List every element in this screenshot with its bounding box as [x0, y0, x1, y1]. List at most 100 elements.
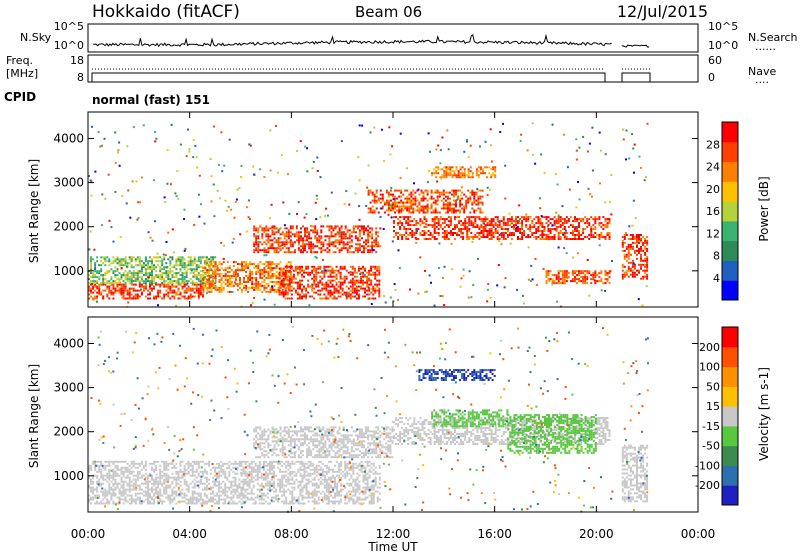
heatmap-cell [134, 480, 137, 483]
heatmap-cell [149, 256, 151, 259]
heatmap-cell [263, 176, 266, 178]
heatmap-cell [114, 502, 117, 505]
heatmap-cell [330, 231, 333, 234]
heatmap-cell [126, 470, 129, 473]
heatmap-cell [118, 164, 121, 167]
heatmap-cell [92, 496, 95, 499]
heatmap-cell [151, 268, 153, 271]
heatmap-cell [316, 233, 319, 236]
heatmap-cell [155, 486, 158, 489]
heatmap-cell [255, 243, 258, 246]
heatmap-cell [300, 231, 302, 234]
heatmap-cell [296, 213, 298, 215]
heatmap-cell [604, 238, 607, 240]
heatmap-cell [578, 198, 581, 201]
colorbar-segment [722, 280, 738, 301]
heatmap-cell [395, 232, 397, 234]
heatmap-cell [515, 226, 518, 229]
heatmap-cell [267, 261, 270, 264]
heatmap-cell [118, 488, 121, 491]
heatmap-cell [369, 209, 372, 212]
heatmap-cell [513, 228, 515, 230]
heatmap-cell [422, 205, 425, 208]
heatmap-cell [227, 205, 230, 208]
heatmap-cell [508, 220, 511, 223]
heatmap-cell [195, 278, 198, 281]
heatmap-cell [236, 275, 239, 277]
heatmap-cell [398, 211, 401, 214]
heatmap-cell [147, 494, 149, 497]
heatmap-cell [396, 201, 399, 204]
heatmap-cell [157, 274, 160, 277]
heatmap-cell [253, 227, 256, 230]
heatmap-cell [253, 173, 256, 176]
heatmap-cell [136, 256, 139, 259]
heatmap-cell [88, 282, 90, 285]
heatmap-cell [640, 238, 642, 240]
heatmap-cell [467, 170, 470, 173]
heatmap-cell [437, 228, 440, 230]
heatmap-cell [212, 271, 215, 273]
heatmap-cell [415, 238, 418, 240]
heatmap-cell [379, 215, 382, 218]
heatmap-cell [490, 176, 493, 179]
heatmap-cell [228, 474, 231, 477]
heatmap-cell [161, 264, 164, 267]
heatmap-cell [417, 238, 420, 240]
heatmap-cell [640, 247, 642, 250]
heatmap-cell [314, 227, 317, 230]
heatmap-cell [94, 466, 97, 469]
heatmap-cell [155, 468, 158, 471]
heatmap-cell [426, 181, 429, 184]
heatmap-cell [488, 188, 491, 191]
heatmap-cell [181, 274, 184, 277]
heatmap-cell [88, 274, 90, 277]
heatmap-cell [94, 282, 97, 285]
heatmap-cell [337, 289, 340, 292]
heatmap-cell [445, 238, 448, 240]
heatmap-cell [147, 266, 149, 269]
heatmap-cell [328, 225, 331, 228]
heatmap-cell [430, 197, 433, 200]
heatmap-cell [561, 270, 564, 273]
heatmap-cell [477, 174, 480, 177]
heatmap-cell [537, 226, 540, 228]
heatmap-cell [403, 226, 406, 228]
heatmap-cell [167, 476, 170, 479]
heatmap-cell [381, 199, 384, 202]
heatmap-cell [504, 224, 507, 227]
heatmap-cell [199, 480, 202, 483]
heatmap-cell [600, 272, 603, 275]
heatmap-cell [167, 498, 170, 501]
heatmap-cell [291, 225, 294, 228]
heatmap-cell [170, 183, 172, 186]
heatmap-cell [308, 304, 311, 307]
heatmap-cell [108, 492, 111, 495]
heatmap-cell [540, 153, 543, 156]
heatmap-cell [345, 294, 348, 297]
heatmap-cell [576, 220, 578, 223]
heatmap-cell [449, 168, 452, 171]
heatmap-cell [415, 232, 418, 234]
heatmap-cell [329, 285, 332, 288]
heatmap-cell [277, 245, 280, 248]
heatmap-cell [580, 280, 583, 283]
heatmap-cell [214, 265, 217, 268]
heatmap-cell [397, 224, 400, 227]
heatmap-cell [378, 287, 381, 290]
heatmap-cell [255, 239, 258, 242]
heatmap-cell [284, 269, 287, 272]
heatmap-cell [478, 234, 481, 236]
heatmap-cell [222, 281, 225, 283]
heatmap-cell [373, 195, 376, 198]
heatmap-cell [273, 263, 276, 266]
heatmap-cell [443, 230, 446, 232]
heatmap-cell [377, 199, 380, 202]
heatmap-cell [275, 251, 278, 254]
heatmap-cell [201, 256, 204, 259]
heatmap-cell [295, 231, 298, 234]
heatmap-cell [609, 270, 612, 273]
heatmap-cell [349, 273, 352, 276]
heatmap-cell [104, 264, 107, 267]
heatmap-cell [167, 474, 170, 477]
